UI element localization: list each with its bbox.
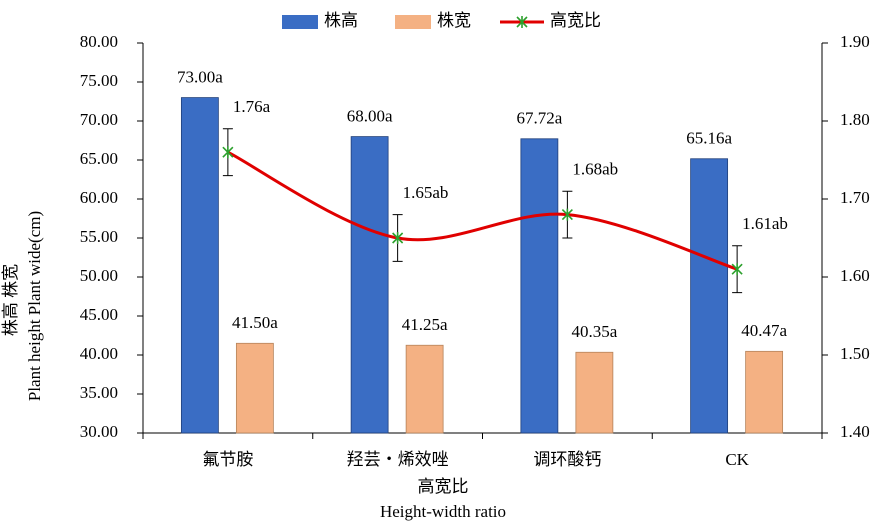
y-axis-title: 株高 株宽: [1, 264, 20, 336]
line-label: 1.68ab: [572, 160, 618, 179]
line-label: 1.65ab: [403, 183, 449, 202]
legend-swatch: [282, 15, 318, 29]
y2-tick-label: 1.70: [840, 188, 870, 207]
bar: [405, 344, 444, 434]
legend-marker: [516, 16, 528, 28]
x-tick-label: 调环酸钙: [533, 450, 601, 469]
line: [227, 150, 738, 271]
y-tick-label: 35.00: [80, 383, 118, 402]
bar: [235, 342, 274, 434]
y2-tick-label: 1.90: [840, 32, 870, 51]
x-axis-title: 高宽比: [418, 477, 469, 496]
y-tick-label: 65.00: [80, 149, 118, 168]
marker: [731, 263, 743, 276]
y-tick-label: 60.00: [80, 188, 118, 207]
bar-label: 41.50a: [232, 313, 278, 332]
legend-label: 株高: [324, 11, 358, 30]
bar: [690, 158, 729, 434]
x-tick-label: CK: [725, 450, 749, 469]
marker: [222, 146, 234, 159]
x-tick-label: 氟节胺: [202, 450, 253, 469]
bar: [520, 138, 559, 434]
line-label: 1.61ab: [742, 214, 788, 233]
x-axis-title: Height-width ratio: [380, 502, 506, 521]
legend-label: 高宽比: [550, 11, 601, 30]
bar-label: 68.00a: [347, 107, 393, 126]
legend-swatch: [395, 15, 431, 29]
y2-tick-label: 1.40: [840, 422, 870, 441]
bar: [350, 136, 389, 434]
y-tick-label: 55.00: [80, 227, 118, 246]
bar-label: 40.47a: [741, 321, 787, 340]
y-tick-label: 80.00: [80, 32, 118, 51]
bar: [745, 350, 784, 434]
bar-label: 41.25a: [402, 315, 448, 334]
bar-label: 40.35a: [571, 322, 617, 341]
y-tick-label: 50.00: [80, 266, 118, 285]
y2-tick-label: 1.80: [840, 110, 870, 129]
y-tick-label: 40.00: [80, 344, 118, 363]
legend-label: 株宽: [437, 11, 471, 30]
marker: [561, 208, 573, 221]
bar-label: 73.00a: [177, 68, 223, 87]
y-tick-label: 70.00: [80, 110, 118, 129]
y-axis-title: Plant height Plant wide(cm): [25, 211, 44, 401]
y-tick-label: 45.00: [80, 305, 118, 324]
y2-tick-label: 1.60: [840, 266, 870, 285]
bar: [575, 351, 614, 434]
y2-tick-label: 1.50: [840, 344, 870, 363]
bar-label: 65.16a: [686, 129, 732, 148]
bar-label: 67.72a: [516, 109, 562, 128]
line-label: 1.76a: [233, 97, 271, 116]
x-tick-label: 羟芸・烯效唑: [347, 450, 449, 469]
bar: [180, 97, 219, 434]
marker: [392, 232, 404, 244]
y-tick-label: 30.00: [80, 422, 118, 441]
y-tick-label: 75.00: [80, 71, 118, 90]
